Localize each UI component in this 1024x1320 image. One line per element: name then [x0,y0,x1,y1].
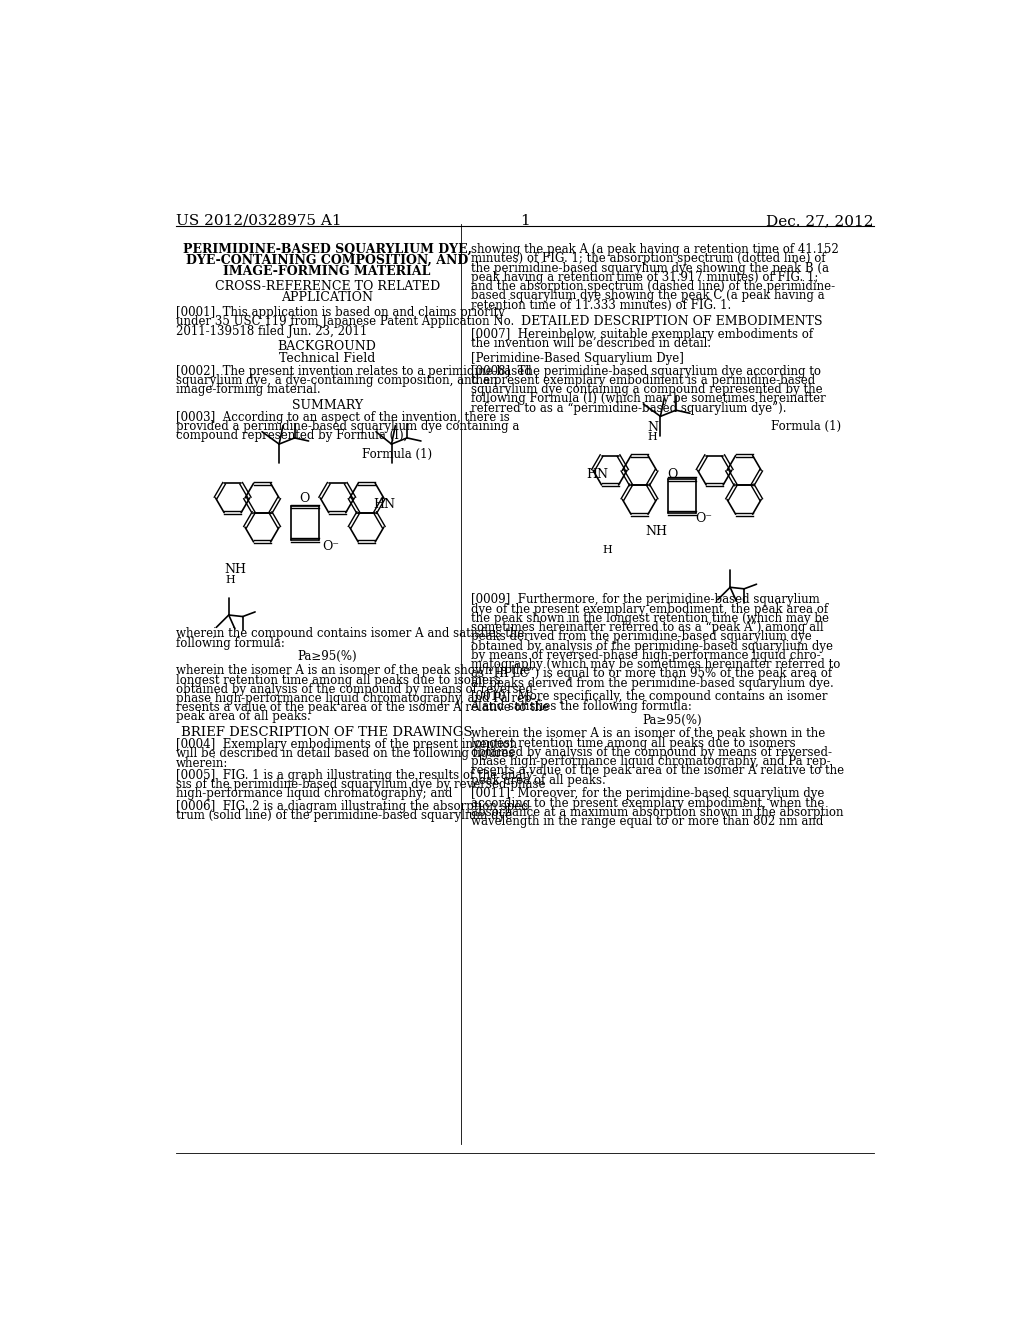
Text: peaks derived from the perimidine-based squarylium dye: peaks derived from the perimidine-based … [471,631,811,643]
Text: Pa≥95(%): Pa≥95(%) [642,714,701,726]
Text: minutes) of FIG. 1; the absorption spectrum (dotted line) of: minutes) of FIG. 1; the absorption spect… [471,252,825,265]
Text: absorbance at a maximum absorption shown in the absorption: absorbance at a maximum absorption shown… [471,807,843,818]
Text: longest retention time among all peaks due to isomers: longest retention time among all peaks d… [176,673,501,686]
Text: H: H [225,576,236,585]
Text: HN: HN [373,498,395,511]
Text: [0001]  This application is based on and claims priority: [0001] This application is based on and … [176,306,505,319]
Text: all peaks derived from the perimidine-based squarylium dye.: all peaks derived from the perimidine-ba… [471,677,834,689]
Text: Formula (1): Formula (1) [361,447,432,461]
Text: NH: NH [645,525,668,539]
Text: squarylium dye, a dye-containing composition, and an: squarylium dye, a dye-containing composi… [176,374,498,387]
Text: the peak shown in the longest retention time (which may be: the peak shown in the longest retention … [471,612,828,624]
Text: A and satisfies the following formula:: A and satisfies the following formula: [471,700,692,713]
Text: referred to as a “perimidine-based squarylium dye”).: referred to as a “perimidine-based squar… [471,401,786,414]
Text: [0003]  According to an aspect of the invention, there is: [0003] According to an aspect of the inv… [176,411,510,424]
Text: Pa≥95(%): Pa≥95(%) [297,651,357,664]
Text: following formula:: following formula: [176,636,285,649]
Text: trum (solid line) of the perimidine-based squarylium dye: trum (solid line) of the perimidine-base… [176,809,512,822]
Text: provided a perimidine-based squarylium dye containing a: provided a perimidine-based squarylium d… [176,420,519,433]
Text: 2011-139518 filed Jun. 23, 2011: 2011-139518 filed Jun. 23, 2011 [176,325,368,338]
Text: under 35 USC 119 from Japanese Patent Application No.: under 35 USC 119 from Japanese Patent Ap… [176,315,514,329]
Text: wherein:: wherein: [176,756,228,770]
Text: O⁻: O⁻ [323,540,340,553]
Text: wherein the compound contains isomer A and satisfies the: wherein the compound contains isomer A a… [176,627,524,640]
Text: peak area of all peaks.: peak area of all peaks. [176,710,311,723]
Text: resents a value of the peak area of the isomer A relative to the: resents a value of the peak area of the … [176,701,549,714]
Text: will be described in detail based on the following figures,: will be described in detail based on the… [176,747,518,760]
Text: US 2012/0328975 A1: US 2012/0328975 A1 [176,214,342,228]
Text: IMAGE-FORMING MATERIAL: IMAGE-FORMING MATERIAL [223,264,431,277]
Text: phase high-performance liquid chromatography, and Pa rep-: phase high-performance liquid chromatogr… [471,755,830,768]
Text: resents a value of the peak area of the isomer A relative to the: resents a value of the peak area of the … [471,764,844,777]
Text: peak area of all peaks.: peak area of all peaks. [471,774,605,787]
Text: O: O [667,467,677,480]
Text: following Formula (I) (which may be sometimes hereinafter: following Formula (I) (which may be some… [471,392,825,405]
Text: obtained by analysis of the compound by means of reversed-: obtained by analysis of the compound by … [471,746,831,759]
Text: BRIEF DESCRIPTION OF THE DRAWINGS: BRIEF DESCRIPTION OF THE DRAWINGS [181,726,473,739]
Text: BACKGROUND: BACKGROUND [278,341,377,354]
Text: O: O [299,492,310,506]
Text: SUMMARY: SUMMARY [292,399,362,412]
Text: O⁻: O⁻ [695,512,713,525]
Text: by means of reversed-phase high-performance liquid chro-: by means of reversed-phase high-performa… [471,649,820,661]
Text: [0005]  FIG. 1 is a graph illustrating the results of the analy-: [0005] FIG. 1 is a graph illustrating th… [176,770,537,781]
Text: compound represented by Formula (I),: compound represented by Formula (I), [176,429,408,442]
Text: H: H [648,432,657,442]
Text: the present exemplary embodiment is a perimidine-based: the present exemplary embodiment is a pe… [471,374,815,387]
Text: retention time of 11.333 minutes) of FIG. 1.: retention time of 11.333 minutes) of FIG… [471,298,731,312]
Text: sis of the perimidine-based squarylium dye by reversed-phase: sis of the perimidine-based squarylium d… [176,779,546,791]
Text: obtained by analysis of the compound by means of reversed-: obtained by analysis of the compound by … [176,682,537,696]
Text: [0009]  Furthermore, for the perimidine-based squarylium: [0009] Furthermore, for the perimidine-b… [471,594,819,606]
Text: [0004]  Exemplary embodiments of the present invention: [0004] Exemplary embodiments of the pres… [176,738,517,751]
Text: [0010]  More specifically, the compound contains an isomer: [0010] More specifically, the compound c… [471,690,827,704]
Text: the invention will be described in detail.: the invention will be described in detai… [471,337,711,350]
Text: H: H [603,545,612,554]
Text: matography (which may be sometimes hereinafter referred to: matography (which may be sometimes herei… [471,659,840,671]
Text: Dec. 27, 2012: Dec. 27, 2012 [766,214,873,228]
Text: dye of the present exemplary embodiment, the peak area of: dye of the present exemplary embodiment,… [471,603,827,615]
Text: image-forming material.: image-forming material. [176,383,321,396]
Text: [Perimidine-Based Squarylium Dye]: [Perimidine-Based Squarylium Dye] [471,352,683,366]
Text: [0006]  FIG. 2 is a diagram illustrating the absorption spec-: [0006] FIG. 2 is a diagram illustrating … [176,800,531,813]
Text: N: N [647,421,658,434]
Text: [0002]  The present invention relates to a perimidine-based: [0002] The present invention relates to … [176,364,531,378]
Text: 1: 1 [520,214,529,228]
Text: [0008]  The perimidine-based squarylium dye according to: [0008] The perimidine-based squarylium d… [471,364,820,378]
Text: showing the peak A (a peak having a retention time of 41.152: showing the peak A (a peak having a rete… [471,243,839,256]
Text: [0011]  Moreover, for the perimidine-based squarylium dye: [0011] Moreover, for the perimidine-base… [471,788,824,800]
Text: CROSS-REFERENCE TO RELATED: CROSS-REFERENCE TO RELATED [215,280,439,293]
Text: the perimidine-based squarylium dye showing the peak B (a: the perimidine-based squarylium dye show… [471,261,828,275]
Text: peak having a retention time of 31.917 minutes) of FIG. 1;: peak having a retention time of 31.917 m… [471,271,818,284]
Text: Technical Field: Technical Field [279,352,376,366]
Text: sometimes hereinafter referred to as a “peak A”) among all: sometimes hereinafter referred to as a “… [471,622,823,634]
Text: phase high-performance liquid chromatography, and Pa rep-: phase high-performance liquid chromatogr… [176,692,536,705]
Text: high-performance liquid chromatography; and: high-performance liquid chromatography; … [176,788,453,800]
Text: DETAILED DESCRIPTION OF EMBODIMENTS: DETAILED DESCRIPTION OF EMBODIMENTS [521,315,823,329]
Text: and the absorption spectrum (dashed line) of the perimidine-: and the absorption spectrum (dashed line… [471,280,835,293]
Text: longest retention time among all peaks due to isomers: longest retention time among all peaks d… [471,737,796,750]
Text: wavelength in the range equal to or more than 802 nm and: wavelength in the range equal to or more… [471,816,823,828]
Text: APPLICATION: APPLICATION [282,290,373,304]
Text: as “HPLC”) is equal to or more than 95% of the peak area of: as “HPLC”) is equal to or more than 95% … [471,668,831,680]
Text: [0007]  Hereinbelow, suitable exemplary embodiments of: [0007] Hereinbelow, suitable exemplary e… [471,327,813,341]
Text: NH: NH [224,564,246,576]
Text: squarylium dye containing a compound represented by the: squarylium dye containing a compound rep… [471,383,822,396]
Text: Formula (1): Formula (1) [771,420,841,433]
Text: wherein the isomer A is an isomer of the peak shown in the: wherein the isomer A is an isomer of the… [471,727,824,741]
Text: PERIMIDINE-BASED SQUARYLIUM DYE,: PERIMIDINE-BASED SQUARYLIUM DYE, [182,243,472,256]
Text: based squarylium dye showing the peak C (a peak having a: based squarylium dye showing the peak C … [471,289,824,302]
Text: HN: HN [587,467,608,480]
Text: obtained by analysis of the perimidine-based squarylium dye: obtained by analysis of the perimidine-b… [471,640,833,652]
Text: according to the present exemplary embodiment, when the: according to the present exemplary embod… [471,797,824,809]
Text: DYE-CONTAINING COMPOSITION, AND: DYE-CONTAINING COMPOSITION, AND [186,253,468,267]
Text: wherein the isomer A is an isomer of the peak shown in the: wherein the isomer A is an isomer of the… [176,664,530,677]
